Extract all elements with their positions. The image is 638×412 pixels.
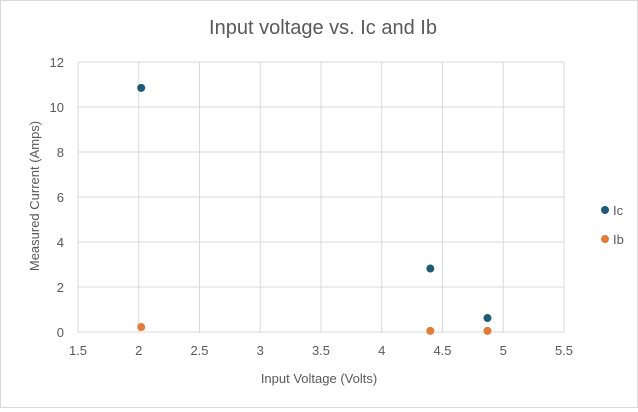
legend-marker-ic [601,206,609,214]
y-tick-label: 2 [57,280,64,295]
legend-marker-ib [601,235,609,243]
data-point-ic [426,264,435,273]
x-tick-label: 2 [135,343,142,358]
x-tick-label: 1.5 [69,343,87,358]
tick-layer: 1.5 2 2.5 3 3.5 4 4.5 5 5.5 0 2 4 6 8 10 12 [50,55,574,358]
y-tick-label: 6 [57,190,64,205]
x-tick-label: 4 [378,343,385,358]
grid-layer [77,61,565,333]
x-tick-label: 2.5 [190,343,208,358]
x-tick-label: 5.5 [555,343,573,358]
y-tick-label: 10 [50,100,64,115]
data-point-ib [483,326,492,335]
x-tick-label: 4.5 [433,343,451,358]
chart-title: Input voltage vs. Ic and Ib [209,17,437,39]
legend-label-ic: Ic [613,203,624,218]
data-point-ic [137,83,146,92]
y-tick-label: 12 [50,55,64,70]
x-tick-label: 3.5 [312,343,330,358]
y-tick-label: 4 [57,235,64,250]
point-layer [137,83,492,335]
x-tick-label: 5 [500,343,507,358]
y-axis-label: Measured Current (Amps) [27,121,42,271]
y-tick-label: 8 [57,145,64,160]
data-point-ib [137,323,146,332]
y-tick-label: 0 [57,325,64,340]
data-point-ib [426,326,435,335]
data-point-ic [483,314,492,323]
x-tick-label: 3 [257,343,264,358]
legend-label-ib: Ib [613,232,624,247]
legend: Ic Ib [601,203,624,247]
x-axis-label: Input Voltage (Volts) [261,371,377,386]
